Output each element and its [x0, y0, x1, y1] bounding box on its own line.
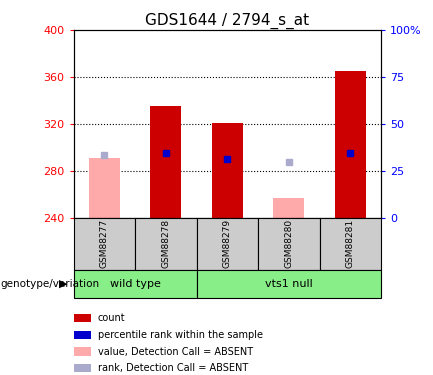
Title: GDS1644 / 2794_s_at: GDS1644 / 2794_s_at — [145, 12, 310, 28]
Text: genotype/variation: genotype/variation — [0, 279, 99, 289]
Bar — [74, 331, 91, 339]
Text: percentile rank within the sample: percentile rank within the sample — [98, 330, 263, 340]
Bar — [74, 314, 91, 322]
Bar — [89, 158, 120, 218]
Bar — [212, 123, 242, 218]
Bar — [273, 198, 304, 217]
Bar — [258, 217, 320, 270]
Bar — [74, 364, 91, 372]
Text: GSM88277: GSM88277 — [100, 219, 109, 268]
Bar — [150, 106, 181, 218]
Bar — [197, 270, 381, 298]
Text: value, Detection Call = ABSENT: value, Detection Call = ABSENT — [98, 346, 253, 357]
Text: wild type: wild type — [110, 279, 161, 289]
Text: GSM88279: GSM88279 — [223, 219, 232, 268]
Bar — [135, 217, 197, 270]
Text: count: count — [98, 313, 126, 323]
Bar — [320, 217, 381, 270]
Text: GSM88278: GSM88278 — [162, 219, 170, 268]
Text: ▶: ▶ — [58, 279, 67, 289]
Text: vts1 null: vts1 null — [265, 279, 313, 289]
Bar — [74, 217, 135, 270]
Bar — [197, 217, 258, 270]
Text: rank, Detection Call = ABSENT: rank, Detection Call = ABSENT — [98, 363, 248, 374]
Bar — [74, 270, 197, 298]
Bar — [74, 348, 91, 355]
Text: GSM88281: GSM88281 — [346, 219, 355, 268]
Text: GSM88280: GSM88280 — [284, 219, 293, 268]
Bar — [335, 71, 365, 217]
